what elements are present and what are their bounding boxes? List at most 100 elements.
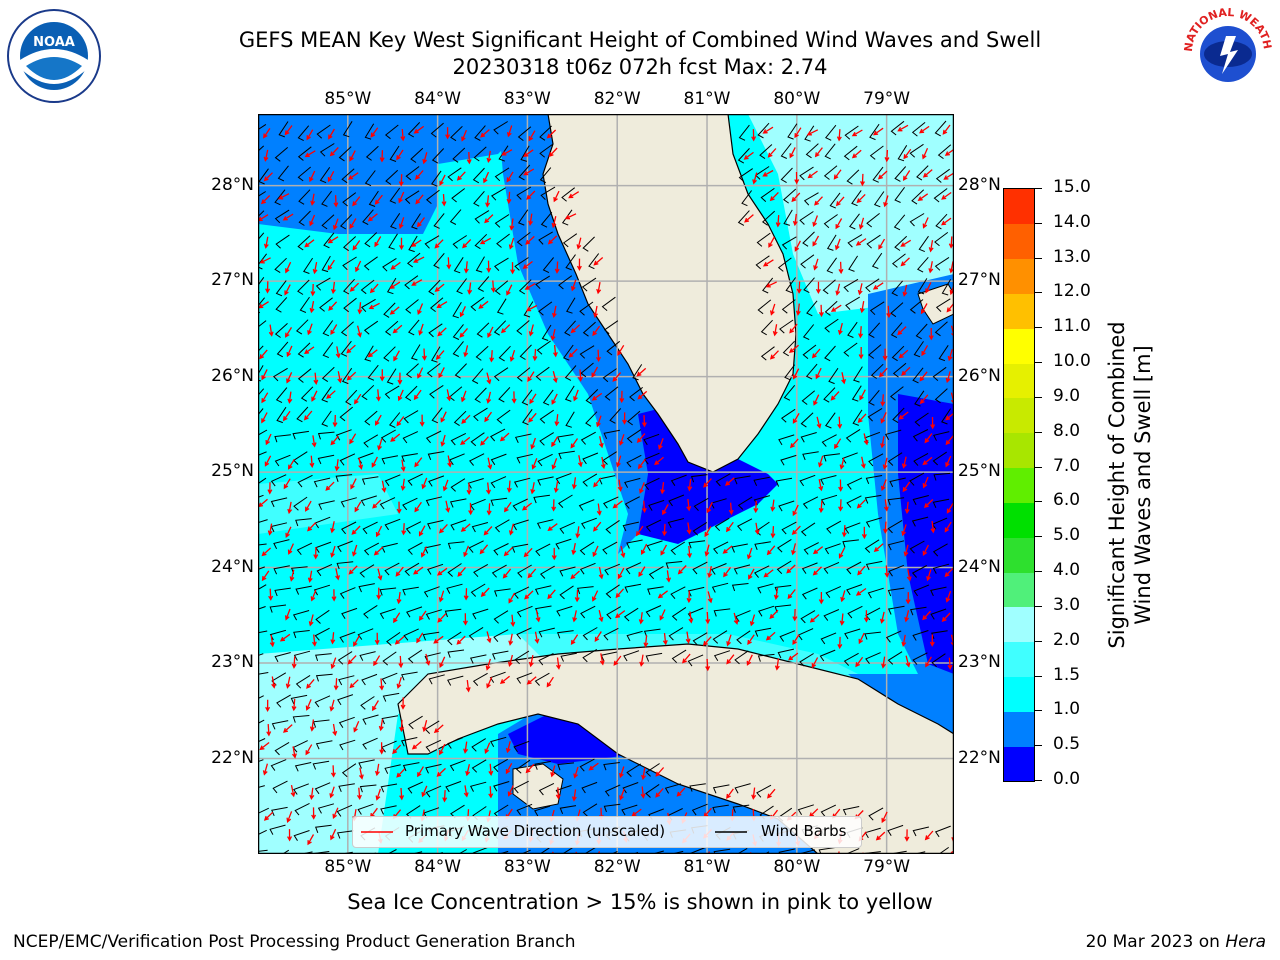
wind-barb (493, 367, 509, 382)
grid-lines (258, 114, 954, 854)
wave-arrow (812, 546, 824, 555)
wave-arrow (809, 614, 820, 623)
wave-arrow (792, 608, 798, 622)
wave-arrow (392, 744, 402, 755)
wind-barb (621, 804, 638, 816)
wind-barb (622, 521, 640, 532)
wind-barb (293, 650, 311, 661)
wave-arrow (523, 149, 534, 157)
wind-barb (449, 209, 462, 225)
lat-tick-left: 24°N (211, 556, 254, 577)
wave-arrow (501, 149, 513, 156)
wave-arrow (666, 570, 672, 583)
wave-arrow (486, 631, 492, 644)
wave-arrow (312, 261, 318, 275)
wave-arrow (377, 568, 383, 581)
wind-barb (911, 189, 925, 205)
wave-arrow (746, 654, 753, 666)
wind-barb (258, 253, 267, 270)
wave-arrow (705, 611, 711, 625)
wind-barb (447, 631, 462, 646)
wave-arrow (576, 258, 582, 271)
wind-barb (315, 653, 332, 662)
wind-barb (274, 587, 291, 597)
wave-arrow (789, 438, 799, 449)
lon-tick-top: 81°W (683, 89, 731, 109)
wind-barb (888, 564, 905, 577)
wind-barb (384, 385, 400, 399)
wind-barb (341, 607, 358, 619)
wave-arrow (766, 545, 776, 556)
wind-barb (646, 540, 663, 552)
wave-arrow (945, 590, 952, 603)
wind-barb (516, 605, 533, 618)
wind-barb (872, 166, 884, 183)
wind-barb (401, 453, 418, 462)
wave-arrow (707, 565, 713, 579)
wave-arrow (880, 436, 886, 449)
wind-barb (799, 211, 814, 225)
wind-barb (623, 607, 639, 622)
wind-barb (429, 297, 444, 312)
wind-barb (275, 280, 287, 297)
wind-barb (737, 518, 753, 532)
wave-arrow (527, 371, 535, 382)
wave-arrow (331, 589, 337, 602)
wave-arrow (834, 238, 841, 251)
wind-barb (321, 366, 335, 383)
wind-barb (932, 563, 950, 574)
wave-arrow (835, 283, 841, 296)
wave-arrow (773, 587, 779, 601)
wave-arrow (309, 455, 315, 469)
wave-arrow (769, 191, 779, 202)
wave-arrow (524, 283, 536, 290)
wind-barb (866, 234, 881, 249)
wave-arrow (447, 455, 453, 468)
wind-barb (934, 120, 947, 137)
wind-barb (297, 146, 312, 161)
wave-arrow (310, 589, 317, 602)
wind-barb (494, 519, 510, 533)
wave-arrow (919, 394, 929, 405)
wind-barb (258, 785, 265, 789)
wind-barb (558, 494, 573, 508)
wave-arrow (284, 125, 293, 136)
wave-arrow (794, 240, 801, 252)
colorbar-segment (1004, 641, 1034, 678)
wind-barb (408, 319, 420, 336)
wind-barb (563, 344, 574, 361)
sea-ice-note: Sea Ice Concentration > 15% is shown in … (347, 890, 933, 914)
wind-barb (513, 740, 530, 753)
wave-arrow (372, 499, 382, 509)
wind-barb (865, 652, 881, 664)
wave-arrow (291, 746, 297, 759)
wind-barb (540, 565, 555, 579)
wave-arrow (486, 391, 492, 404)
wind-barb (665, 561, 683, 569)
wave-arrow (546, 676, 554, 688)
wave-arrow (917, 193, 929, 201)
wind-barb (380, 783, 398, 793)
wind-barb (359, 784, 377, 793)
wave-arrow (480, 587, 490, 597)
wind-barb (909, 143, 924, 158)
wave-arrow (396, 591, 402, 605)
colorbar-segment (1004, 502, 1034, 538)
wind-barb (645, 652, 663, 662)
wind-barb (626, 763, 641, 777)
wind-barb (343, 278, 355, 295)
wave-arrow (350, 478, 357, 490)
wave-arrow (333, 678, 339, 691)
wave-arrow (703, 478, 712, 488)
wave-arrow (418, 610, 427, 622)
footer-date-text: 20 Mar 2023 on (1085, 932, 1226, 952)
wind-barb (407, 649, 423, 664)
colorbar-tick-label: 7.0 (1053, 455, 1081, 476)
wave-arrow (271, 676, 277, 689)
wind-barb (342, 121, 353, 138)
wave-arrow (591, 392, 603, 401)
wind-barb (580, 431, 596, 445)
wave-arrow (441, 194, 447, 207)
wind-barb (258, 477, 267, 485)
wind-barb (580, 605, 596, 619)
